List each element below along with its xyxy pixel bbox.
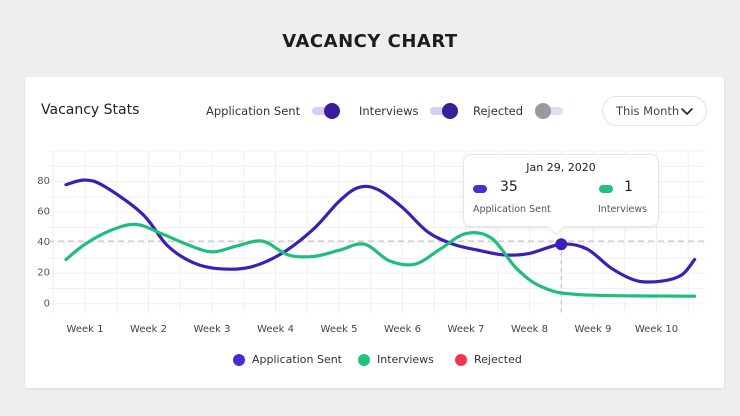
toggle-interviews[interactable]: Interviews [359, 103, 459, 119]
chart-series [64, 178, 697, 298]
x-tick-label: Week 10 [635, 324, 678, 335]
x-axis-ticks: Week 1 Week 2 Week 3 Week 4 Week 5 Week 6 Week… [67, 324, 679, 335]
toggle-switch[interactable] [535, 103, 564, 119]
chart-grid [48, 150, 705, 313]
legend-label: Interviews [377, 353, 434, 366]
legend-item-rejected[interactable]: Rejected [455, 353, 522, 366]
line-chart: 0 20 40 60 80 Week 1 Week 2 Week 3 Week 4 Week 5… [37, 150, 705, 335]
tooltip-value-application-sent: 35 [500, 179, 518, 195]
y-tick-label: 60 [37, 207, 50, 218]
card-title: Vacancy Stats [41, 102, 140, 118]
page-title: VACANCY CHART [282, 31, 458, 52]
tooltip-label-interviews: Interviews [598, 204, 648, 215]
y-tick-label: 0 [44, 298, 50, 309]
y-axis-ticks: 0 20 40 60 80 [37, 176, 50, 309]
toggle-application-sent[interactable]: Application Sent [206, 103, 341, 119]
legend-item-interviews[interactable]: Interviews [358, 353, 434, 366]
x-tick-label: Week 6 [384, 324, 421, 335]
x-tick-label: Week 4 [257, 324, 294, 335]
vacancy-stats-card: Vacancy Stats Application Sent Interview… [25, 77, 724, 388]
toggle-rejected[interactable]: Rejected [473, 103, 564, 119]
legend-item-application-sent[interactable]: Application Sent [233, 353, 342, 366]
toggle-switch[interactable] [312, 103, 341, 119]
legend-swatch [455, 353, 467, 366]
toggle-label: Interviews [359, 104, 419, 118]
tooltip-date: Jan 29, 2020 [526, 161, 596, 174]
toggle-knob [442, 103, 459, 119]
series-line-application-sent [64, 178, 697, 284]
tooltip-pill-application-sent [473, 185, 487, 193]
toggle-knob [535, 103, 552, 119]
legend-label: Application Sent [252, 353, 342, 366]
dropdown-value: This Month [616, 104, 680, 118]
toggle-label: Application Sent [206, 104, 301, 118]
x-tick-label: Week 2 [130, 324, 167, 335]
tooltip-value-interviews: 1 [624, 179, 633, 195]
legend-swatch [233, 353, 245, 366]
tooltip-label-application-sent: Application Sent [473, 204, 551, 215]
x-tick-label: Week 7 [448, 324, 485, 335]
chart-tooltip: Jan 29, 2020 35 Application Sent 1 Inter… [463, 154, 659, 236]
toggle-label: Rejected [473, 104, 524, 118]
legend-swatch [358, 353, 370, 366]
x-tick-label: Week 1 [67, 324, 104, 335]
y-tick-label: 80 [37, 176, 50, 187]
x-tick-label: Week 5 [321, 324, 358, 335]
hover-point [555, 238, 568, 251]
x-tick-label: Week 9 [575, 324, 612, 335]
series-line-interviews [64, 222, 697, 298]
toggle-knob [324, 103, 341, 119]
period-dropdown[interactable]: This Month [602, 96, 707, 126]
y-tick-label: 40 [37, 237, 50, 248]
x-tick-label: Week 3 [194, 324, 231, 335]
x-tick-label: Week 8 [511, 324, 548, 335]
chevron-down-icon [681, 108, 693, 115]
toggle-switch[interactable] [430, 103, 459, 119]
y-tick-label: 20 [37, 268, 50, 279]
tooltip-pill-interviews [599, 185, 613, 193]
legend-label: Rejected [474, 353, 522, 366]
